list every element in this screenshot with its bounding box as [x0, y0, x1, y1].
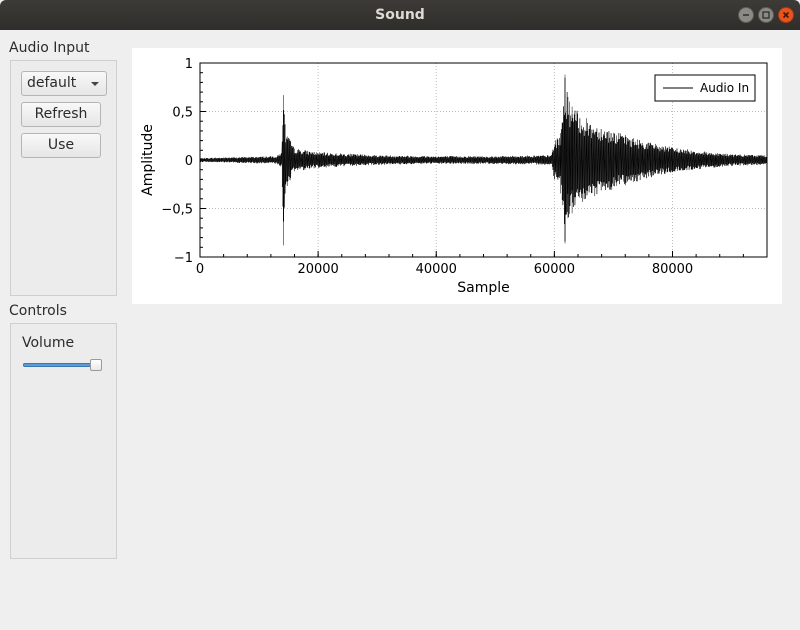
volume-label: Volume: [22, 335, 75, 351]
y-axis-label: Amplitude: [140, 124, 156, 196]
y-tick-label: −1: [174, 251, 193, 266]
title-bar[interactable]: Sound: [0, 0, 800, 30]
legend-label-audio-in: Audio In: [700, 81, 749, 95]
x-tick-label: 60000: [534, 262, 575, 277]
close-icon: [782, 11, 790, 19]
x-tick-label: 80000: [652, 262, 693, 277]
y-tick-label: 0: [185, 154, 193, 169]
window-title: Sound: [375, 7, 425, 23]
legend: Audio In: [654, 74, 756, 102]
y-tick-label: −0,5: [161, 203, 193, 218]
waveform-plot: 0 20000 40000 60000 80000 1 0,5 0 −0,5 −1 Sample …: [132, 48, 782, 304]
series-audio-in-waveform: [199, 74, 768, 246]
audio-input-group-title: Audio Input: [9, 40, 90, 56]
minimize-icon: [743, 14, 749, 16]
x-tick-label: 0: [196, 262, 204, 277]
audio-device-combobox[interactable]: default: [21, 71, 107, 96]
close-button[interactable]: [778, 7, 794, 23]
maximize-icon: [762, 11, 770, 19]
controls-group-title: Controls: [9, 303, 67, 319]
x-tick-label: 40000: [416, 262, 457, 277]
volume-slider-fill: [23, 363, 94, 367]
minimize-button[interactable]: [738, 7, 754, 23]
ticks-layer: 0 20000 40000 60000 80000 1 0,5 0 −0,5 −1: [161, 57, 768, 277]
y-tick-label: 1: [185, 57, 193, 72]
y-tick-label: 0,5: [172, 106, 193, 121]
audio-input-group: [10, 60, 117, 296]
chevron-down-icon: [91, 82, 99, 86]
use-button[interactable]: Use: [21, 133, 101, 158]
audio-device-selected: default: [27, 75, 77, 91]
volume-slider[interactable]: [23, 359, 105, 371]
x-axis-label: Sample: [457, 280, 510, 296]
volume-slider-handle[interactable]: [89, 359, 102, 371]
maximize-button[interactable]: [758, 7, 774, 23]
refresh-button[interactable]: Refresh: [21, 102, 101, 127]
x-tick-label: 20000: [297, 262, 338, 277]
